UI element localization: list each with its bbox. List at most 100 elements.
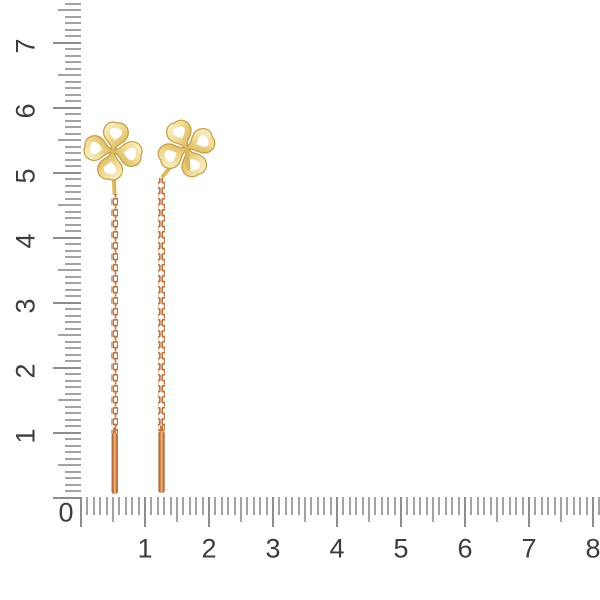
ruler-tick: [99, 496, 102, 515]
ruler-tick: [65, 321, 81, 323]
ruler-tick: [65, 178, 81, 180]
ruler-tick: [58, 204, 81, 206]
ruler-tick: [65, 308, 81, 310]
ruler-tick: [316, 496, 319, 515]
left-clover-charm: [84, 122, 142, 180]
ruler-tick: [65, 360, 81, 362]
ruler-tick: [65, 379, 81, 382]
ruler-tick: [80, 496, 82, 527]
ruler-tick: [368, 496, 370, 522]
ruler-tick: [374, 496, 377, 515]
right-earring-bar: [158, 425, 165, 493]
ruler-tick: [233, 496, 236, 515]
ruler-tick: [65, 477, 81, 479]
ruler-tick: [65, 262, 81, 265]
ruler-tick: [65, 80, 81, 83]
ruler-tick: [496, 496, 498, 522]
ruler-tick: [65, 119, 81, 122]
ruler-tick: [65, 197, 81, 200]
ruler-tick: [387, 496, 390, 515]
ruler-tick: [65, 451, 81, 453]
ruler-tick: [156, 496, 159, 515]
left-earring-chain: [111, 194, 118, 434]
ruler-tick: [208, 496, 210, 527]
ruler-tick: [53, 106, 81, 109]
ruler-tick: [572, 496, 575, 515]
ruler-tick: [521, 496, 524, 515]
ruler-tick: [464, 496, 466, 527]
ruler-tick: [361, 496, 364, 515]
ruler-tick: [65, 282, 81, 284]
ruler-tick: [393, 496, 396, 515]
ruler-tick: [65, 191, 81, 193]
ruler-tick: [348, 496, 351, 515]
ruler-tick: [297, 496, 300, 515]
horizontal-ruler-number: 1: [137, 533, 153, 564]
ruler-tick: [65, 87, 81, 89]
ruler-tick: [65, 425, 81, 427]
ruler-tick: [246, 496, 249, 515]
ruler-tick: [560, 496, 562, 522]
ruler-tick: [163, 496, 166, 515]
ruler-tick: [65, 22, 81, 24]
ruler-tick: [65, 28, 81, 31]
ruler-tick: [176, 496, 178, 522]
ruler-tick: [566, 496, 569, 515]
ruler-tick: [272, 496, 274, 527]
ruler-tick: [585, 496, 588, 515]
ruler-tick: [65, 490, 81, 492]
ruler-tick: [265, 496, 268, 515]
ruler-tick: [65, 223, 81, 226]
ruler-tick: [284, 496, 287, 515]
ruler-tick: [65, 347, 81, 349]
ruler-tick: [53, 171, 81, 174]
ruler-tick: [515, 496, 518, 515]
ruler-tick: [86, 496, 89, 515]
ruler-tick: [419, 496, 422, 515]
ruler-tick: [547, 496, 550, 515]
ruler-tick: [65, 353, 81, 356]
ruler-tick: [329, 496, 332, 515]
ruler-tick: [65, 295, 81, 297]
ruler-tick: [65, 67, 81, 70]
horizontal-ruler-number: 4: [329, 533, 345, 564]
ruler-tick: [65, 327, 81, 330]
ruler-tick: [137, 496, 140, 515]
ruler-tick: [220, 496, 223, 515]
ruler-tick: [65, 340, 81, 343]
ruler-tick: [355, 496, 358, 515]
horizontal-ruler-number: 5: [393, 533, 409, 564]
ruler-tick: [259, 496, 262, 515]
ruler-tick: [58, 399, 81, 401]
ruler-tick: [65, 158, 81, 161]
ruler-tick: [169, 496, 172, 515]
ruler-tick: [291, 496, 294, 515]
ruler-tick: [65, 288, 81, 291]
ruler-tick: [65, 54, 81, 57]
ruler-tick: [65, 48, 81, 50]
ruler-tick: [58, 74, 81, 76]
vertical-ruler-number: 1: [10, 427, 41, 444]
ruler-tick: [112, 496, 114, 522]
ruler-tick: [58, 334, 81, 336]
ruler-tick: [540, 496, 543, 515]
ruler-tick: [528, 496, 530, 527]
ruler-tick: [124, 496, 127, 515]
ruler-tick: [53, 236, 81, 239]
ruler-tick: [438, 496, 441, 515]
ruler-tick: [150, 496, 153, 515]
right-earring-chain: [158, 178, 165, 431]
ruler-tick: [65, 35, 81, 37]
ruler-tick: [65, 444, 81, 447]
ruler-tick: [240, 496, 242, 522]
ruler-tick: [400, 496, 402, 527]
ruler-tick: [406, 496, 409, 515]
ruler-tick: [58, 269, 81, 271]
ruler-origin-label: 0: [58, 497, 74, 528]
ruler-tick: [65, 405, 81, 408]
ruler-tick: [65, 386, 81, 388]
ruler-tick: [105, 496, 108, 515]
ruler-tick: [58, 139, 81, 141]
